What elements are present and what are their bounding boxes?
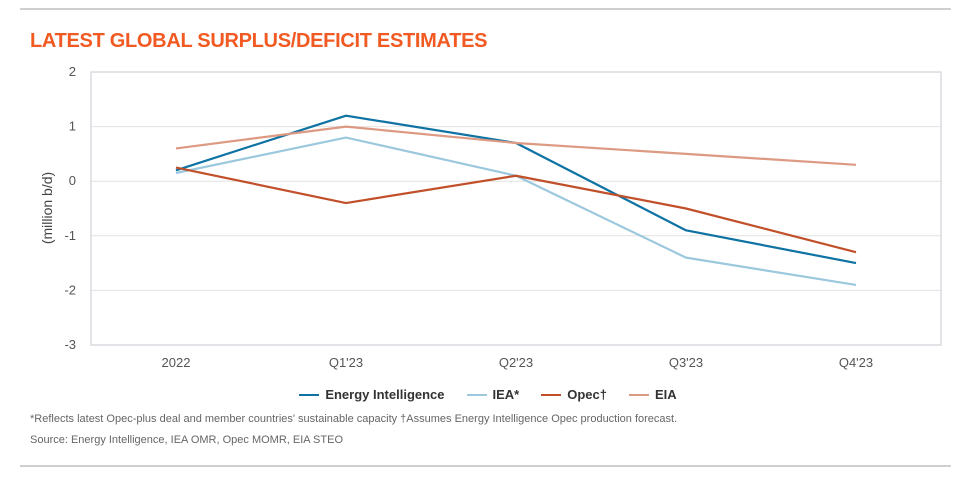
legend-item[interactable]: Opec†: [541, 387, 607, 402]
series-line-iea: [175, 136, 857, 287]
x-tick-label: 2022: [162, 355, 191, 370]
legend-label: IEA*: [492, 387, 520, 402]
y-tick-label: -2: [64, 282, 76, 297]
legend-swatch: [629, 393, 649, 396]
legend-item[interactable]: EIA: [629, 387, 677, 402]
top-divider: [20, 8, 951, 10]
x-tick-label: Q3'23: [669, 355, 703, 370]
source-note: Source: Energy Intelligence, IEA OMR, Op…: [30, 434, 344, 446]
y-tick-label: 1: [69, 119, 76, 134]
legend-swatch: [466, 393, 487, 396]
series-line-opec: [175, 166, 857, 254]
legend-swatch: [541, 393, 562, 396]
legend: Energy Intelligence IEA* Opec† EIA: [0, 387, 976, 402]
plot-area-border: [90, 71, 942, 346]
y-tick-label: -3: [64, 337, 76, 352]
y-tick-label: 2: [69, 64, 76, 79]
y-tick-label: -1: [64, 228, 76, 243]
x-tick-label: Q2'23: [499, 355, 533, 370]
legend-item[interactable]: IEA*: [466, 387, 520, 402]
legend-label: EIA: [655, 387, 677, 402]
chart-title: LATEST GLOBAL SURPLUS/DEFICIT ESTIMATES: [30, 30, 488, 52]
footnote: *Reflects latest Opec-plus deal and memb…: [30, 413, 678, 425]
legend-label: Opec†: [567, 387, 607, 402]
legend-item[interactable]: Energy Intelligence: [299, 387, 445, 402]
y-tick-label: 0: [69, 173, 76, 188]
legend-swatch: [299, 393, 320, 396]
series-line-eia: [175, 125, 857, 166]
x-tick-label: Q4'23: [839, 355, 873, 370]
x-tick-label: Q1'23: [329, 355, 363, 370]
legend-label: Energy Intelligence: [325, 387, 445, 402]
bottom-divider: [20, 465, 951, 467]
y-axis-label: (million b/d): [39, 172, 55, 244]
